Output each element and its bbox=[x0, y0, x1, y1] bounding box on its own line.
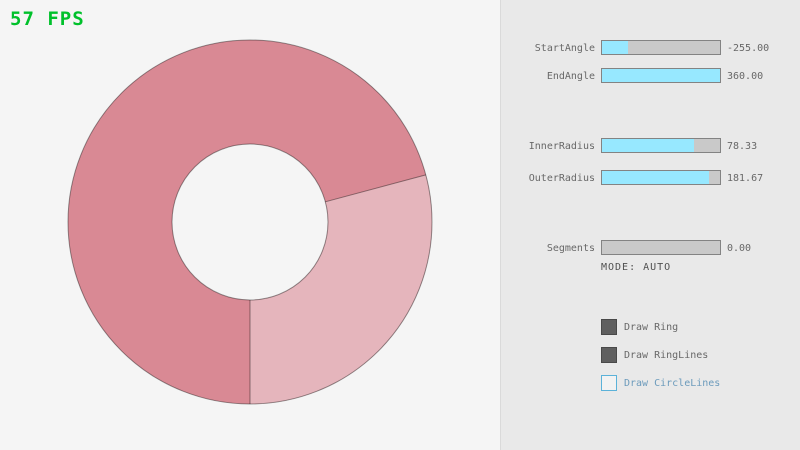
startangle-slider[interactable] bbox=[601, 40, 721, 55]
slider-fill bbox=[602, 69, 720, 82]
ring-outline-inner bbox=[171, 143, 329, 301]
checkbox-row-draw-circlelines: Draw CircleLines bbox=[601, 374, 720, 392]
innerradius-slider[interactable] bbox=[601, 138, 721, 153]
draw-ring-checkbox[interactable] bbox=[601, 319, 617, 335]
slider-row-endangle: EndAngle 360.00 bbox=[501, 68, 800, 83]
outerradius-value: 181.67 bbox=[727, 173, 764, 184]
ring-fill-overlap bbox=[250, 174, 433, 404]
slider-fill bbox=[602, 171, 710, 184]
outerradius-slider[interactable] bbox=[601, 170, 721, 185]
slider-row-segments: Segments 0.00 bbox=[501, 240, 800, 255]
fps-counter: 57 FPS bbox=[10, 8, 85, 30]
controls-panel: StartAngle -255.00 EndAngle 360.00 Inner… bbox=[500, 0, 800, 450]
segments-slider[interactable] bbox=[601, 240, 721, 255]
ring-outline-outer bbox=[67, 39, 433, 405]
slider-row-innerradius: InnerRadius 78.33 bbox=[501, 138, 800, 153]
endangle-slider[interactable] bbox=[601, 68, 721, 83]
draw-circlelines-checkbox[interactable] bbox=[601, 375, 617, 391]
endangle-label: EndAngle bbox=[546, 71, 595, 82]
startangle-value: -255.00 bbox=[727, 43, 770, 54]
slider-row-outerradius: OuterRadius 181.67 bbox=[501, 170, 800, 185]
checkbox-row-draw-ringlines: Draw RingLines bbox=[601, 346, 708, 364]
slider-row-startangle: StartAngle -255.00 bbox=[501, 40, 800, 55]
innerradius-label: InnerRadius bbox=[528, 141, 595, 152]
draw-ringlines-label: Draw RingLines bbox=[624, 349, 709, 361]
draw-ringlines-checkbox[interactable] bbox=[601, 347, 617, 363]
ring-sector-line-upper bbox=[325, 174, 426, 203]
startangle-label: StartAngle bbox=[534, 43, 595, 54]
draw-circlelines-label: Draw CircleLines bbox=[624, 377, 721, 389]
draw-ring-label: Draw Ring bbox=[624, 321, 679, 333]
slider-fill bbox=[602, 41, 628, 54]
slider-fill bbox=[602, 139, 695, 152]
endangle-value: 360.00 bbox=[727, 71, 764, 82]
outerradius-label: OuterRadius bbox=[528, 173, 595, 184]
ring-chart bbox=[67, 39, 433, 405]
segments-value: 0.00 bbox=[727, 243, 752, 254]
innerradius-value: 78.33 bbox=[727, 141, 758, 152]
segments-label: Segments bbox=[546, 243, 595, 254]
checkbox-row-draw-ring: Draw Ring bbox=[601, 318, 678, 336]
segments-mode-text: MODE: AUTO bbox=[601, 262, 672, 273]
